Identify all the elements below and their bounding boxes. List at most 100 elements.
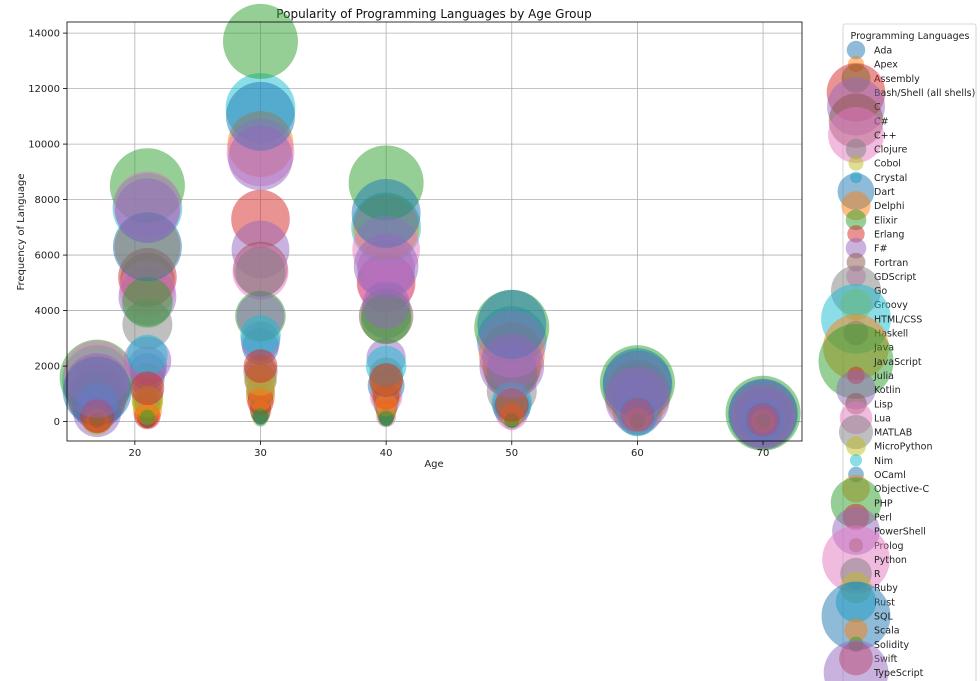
data-point — [252, 408, 269, 424]
series-dart — [78, 328, 782, 439]
legend-entry: Cobol — [874, 159, 901, 170]
series-cobol — [89, 409, 771, 429]
legend-marker — [846, 436, 866, 457]
axis-ticks: 20 30 40 50 60 70 0 2000 4000 6000 8000 10000 12000 1… — [28, 29, 769, 459]
data-point — [479, 333, 545, 399]
legend-entry: Scala — [874, 626, 900, 637]
series-ocaml — [89, 408, 771, 430]
x-axis-title: Age — [424, 459, 443, 470]
legend-entry: MicroPython — [874, 442, 933, 453]
data-point — [130, 371, 165, 406]
series-ruby — [81, 364, 779, 436]
series-micropython — [87, 400, 773, 431]
legend-entry: Dart — [874, 187, 895, 198]
series-solidity — [89, 408, 771, 430]
data-point — [353, 233, 419, 299]
legend-title: Programming Languages — [851, 31, 970, 42]
legend-entry: Groovy — [874, 300, 908, 311]
data-point — [64, 353, 130, 418]
legend-marker — [849, 454, 863, 467]
y-tick-label: 4000 — [35, 306, 60, 317]
y-tick-label: 0 — [54, 417, 60, 428]
x-tick-label: 50 — [505, 448, 518, 459]
x-tick-label: 20 — [128, 448, 141, 459]
legend-entry: R — [874, 569, 881, 580]
legend-entry: Solidity — [874, 640, 910, 651]
legend-entry: OCaml — [874, 470, 906, 481]
legend-entry: Elixir — [874, 215, 898, 226]
series-lisp — [86, 396, 774, 432]
legend-marker — [823, 640, 889, 681]
chart-title: Popularity of Programming Languages by A… — [276, 7, 591, 21]
x-tick-label: 60 — [631, 448, 644, 459]
series-prolog — [90, 410, 771, 429]
x-tick-label: 70 — [757, 448, 770, 459]
legend-entry: Ruby — [874, 583, 898, 594]
series-typescript — [64, 125, 796, 450]
x-tick-label: 40 — [380, 448, 393, 459]
series-matlab — [80, 354, 781, 438]
legend-marker — [846, 40, 866, 60]
series-r — [81, 364, 779, 436]
series-f- — [86, 397, 774, 432]
legend-entry: F# — [874, 244, 887, 255]
legend-marker — [838, 414, 874, 450]
plot-frame — [66, 21, 803, 442]
legend-entry: SQL — [874, 612, 894, 623]
legend-entry: Clojure — [874, 145, 907, 156]
grid — [67, 22, 802, 441]
data-point — [374, 393, 398, 417]
series-fortran — [87, 403, 773, 431]
legend-entry: HTML/CSS — [874, 314, 922, 325]
data-point — [605, 367, 670, 432]
legend-entry: Prolog — [874, 541, 904, 552]
data-point — [730, 385, 796, 450]
legend-entry: Perl — [874, 512, 892, 523]
legend-entry: Haskell — [874, 329, 908, 340]
legend-entry: Lua — [874, 413, 891, 424]
legend-entry: Objective-C — [874, 484, 929, 495]
legend-entry: C# — [874, 116, 889, 127]
y-axis-title: Frequency of Language — [16, 173, 27, 290]
series-php — [71, 277, 789, 443]
legend-entry: PHP — [874, 498, 893, 509]
legend-marker — [845, 209, 867, 231]
series-c- — [69, 241, 791, 444]
series-erlang — [88, 404, 772, 431]
series-groovy — [81, 355, 779, 437]
data-point — [122, 277, 173, 328]
data-point — [228, 125, 293, 191]
data-point — [222, 3, 298, 79]
legend-marker — [828, 106, 884, 163]
legend-entry: TypeScript — [873, 668, 924, 679]
data-point — [115, 178, 180, 244]
y-tick-label: 12000 — [28, 84, 60, 95]
series-crystal — [91, 414, 769, 428]
series-nim — [91, 413, 770, 428]
data-point — [235, 246, 286, 297]
legend-entry: Swift — [874, 654, 898, 665]
y-tick-label: 6000 — [35, 251, 60, 262]
legend-entry: PowerShell — [874, 527, 926, 538]
legend-entry: Ada — [874, 46, 892, 57]
y-tick-label: 2000 — [35, 362, 60, 373]
legend-entry: Python — [874, 555, 907, 566]
series-c- — [69, 243, 792, 444]
legend-entry: Nim — [874, 456, 893, 467]
legend-entry: Lisp — [874, 399, 893, 410]
data-point — [127, 334, 168, 376]
legend-entry: Crystal — [874, 173, 907, 184]
legend-entry: Fortran — [874, 258, 908, 269]
legend-marker — [818, 323, 894, 399]
data-point — [139, 409, 156, 426]
legend-marker — [844, 618, 868, 642]
legend-marker — [845, 138, 867, 160]
series-bash-shell-all-shells- — [67, 189, 793, 446]
legend-marker — [821, 581, 891, 651]
legend-entry: Bash/Shell (all shells) — [874, 88, 975, 99]
legend-entry: JavaScript — [873, 357, 922, 368]
legend-marker — [845, 237, 867, 259]
legend-entry: Julia — [873, 371, 894, 382]
legend-entry: Delphi — [874, 201, 905, 212]
